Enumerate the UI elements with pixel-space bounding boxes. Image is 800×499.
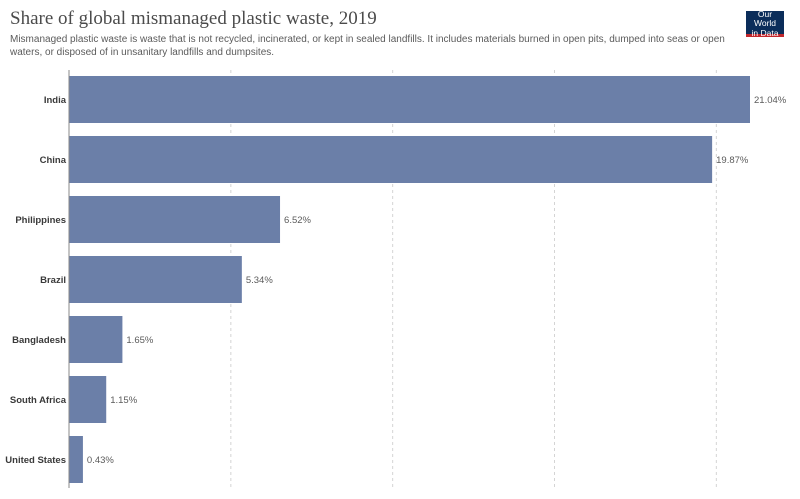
category-label: China (40, 155, 67, 166)
category-label: Brazil (40, 275, 66, 286)
category-label: Philippines (15, 215, 66, 226)
bar[interactable] (69, 316, 123, 363)
value-label: 6.52% (284, 215, 311, 226)
bar[interactable] (69, 376, 107, 423)
value-label: 21.04% (754, 95, 787, 106)
value-label: 1.65% (126, 335, 153, 346)
value-label: 1.15% (110, 395, 137, 406)
chart-title: Share of global mismanaged plastic waste… (10, 8, 377, 29)
category-label: India (44, 95, 67, 106)
bar[interactable] (69, 136, 713, 183)
bar[interactable] (69, 436, 83, 483)
bar[interactable] (69, 76, 750, 123)
chart-subtitle: Mismanaged plastic waste is waste that i… (10, 34, 725, 58)
value-label: 5.34% (246, 275, 273, 286)
category-label: United States (5, 455, 66, 466)
category-label: Bangladesh (12, 335, 66, 346)
value-label: 19.87% (716, 155, 749, 166)
bar[interactable] (69, 256, 242, 303)
logo-line-2: in Data (751, 27, 779, 38)
bar[interactable] (69, 196, 281, 243)
value-label: 0.43% (87, 455, 114, 466)
logo-line-1: Our World (753, 8, 777, 29)
owid-logo[interactable]: Our World in Data (746, 8, 784, 38)
category-label: South Africa (10, 395, 67, 406)
